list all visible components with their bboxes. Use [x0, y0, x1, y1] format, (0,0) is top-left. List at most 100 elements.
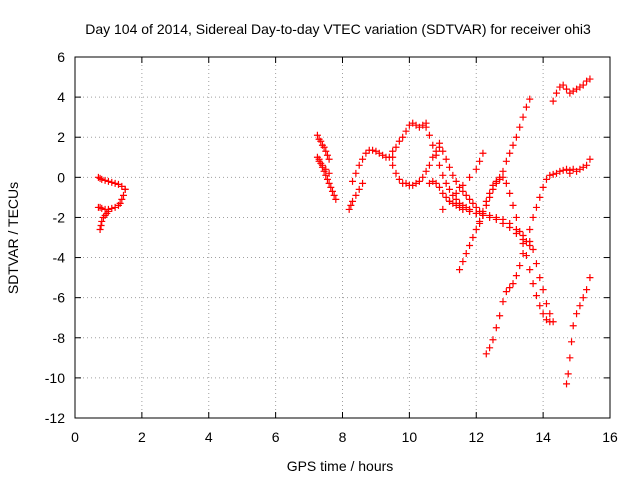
data-point [318, 161, 326, 169]
data-point [98, 175, 106, 183]
data-point [502, 157, 510, 165]
data-point [569, 322, 577, 330]
data-point [559, 166, 567, 174]
x-axis-label: GPS time / hours [287, 458, 394, 474]
data-point [322, 165, 330, 173]
data-point [395, 175, 403, 183]
data-point [432, 179, 440, 187]
data-point [516, 227, 524, 235]
data-series [389, 143, 443, 189]
data-point [327, 183, 335, 191]
data-point [392, 143, 400, 151]
data-point [389, 147, 397, 155]
data-point [439, 147, 447, 155]
data-point [119, 191, 127, 199]
data-point [526, 225, 534, 233]
data-series [94, 173, 129, 193]
data-point [532, 292, 540, 300]
data-point [462, 250, 470, 258]
x-tick-label: 14 [535, 429, 551, 445]
data-point [442, 193, 450, 201]
data-series [459, 205, 557, 326]
data-point [492, 324, 500, 332]
y-tick-label: -12 [45, 410, 65, 426]
data-series [482, 165, 574, 358]
data-point [345, 205, 353, 213]
data-point [506, 149, 514, 157]
data-point [486, 344, 494, 352]
y-tick-label: -2 [53, 209, 66, 225]
data-point [539, 286, 547, 294]
data-point [482, 350, 490, 358]
data-point [553, 89, 560, 97]
data-point [472, 203, 480, 211]
data-point [568, 338, 576, 346]
y-tick-label: 4 [57, 89, 65, 105]
data-point [549, 170, 557, 178]
data-point [466, 207, 474, 215]
data-point [486, 189, 494, 197]
data-point [355, 161, 363, 169]
data-point [399, 133, 407, 141]
data-point [532, 203, 540, 211]
data-series [94, 185, 129, 213]
data-series [345, 179, 367, 213]
data-series [549, 75, 594, 105]
data-series [566, 155, 594, 177]
data-point [442, 179, 450, 187]
data-point [519, 113, 527, 121]
data-point [121, 185, 129, 193]
data-point [492, 213, 500, 221]
data-point [422, 167, 430, 175]
data-point [506, 284, 514, 292]
data-point [104, 207, 112, 215]
data-point [94, 203, 102, 211]
data-point [499, 173, 507, 181]
data-series [389, 119, 430, 155]
data-point [323, 151, 331, 159]
data-point [111, 179, 119, 187]
data-point [476, 219, 484, 227]
data-point [472, 225, 480, 233]
y-tick-label: 6 [57, 49, 65, 65]
data-point [546, 310, 554, 318]
data-point [563, 165, 571, 173]
data-point [472, 209, 480, 217]
data-point [489, 181, 497, 189]
data-point [499, 167, 507, 175]
x-tick-label: 2 [138, 429, 146, 445]
data-point [429, 141, 437, 149]
data-point [118, 182, 126, 190]
data-point [522, 238, 530, 246]
data-point [402, 127, 410, 135]
data-point [539, 183, 547, 191]
data-point [442, 155, 450, 163]
data-point [425, 161, 433, 169]
data-point [583, 161, 591, 169]
data-point [422, 123, 430, 131]
data-point [502, 179, 510, 187]
data-point [479, 207, 487, 215]
data-point [108, 178, 116, 186]
data-point [539, 310, 547, 318]
data-point [328, 187, 336, 195]
data-point [108, 204, 116, 212]
data-point [98, 217, 106, 225]
data-point [415, 177, 423, 185]
x-tick-label: 6 [272, 429, 280, 445]
data-point [579, 81, 587, 89]
data-point [546, 318, 554, 326]
data-point [104, 177, 112, 185]
data-point [573, 310, 581, 318]
data-point [563, 85, 571, 93]
data-point [479, 149, 487, 157]
data-point [459, 187, 467, 195]
data-point [469, 199, 477, 207]
data-series [456, 95, 534, 274]
x-tick-label: 0 [71, 429, 79, 445]
data-point [439, 205, 447, 213]
data-point [559, 81, 567, 89]
data-point [516, 123, 524, 131]
data-point [449, 171, 457, 179]
data-point [359, 155, 367, 163]
